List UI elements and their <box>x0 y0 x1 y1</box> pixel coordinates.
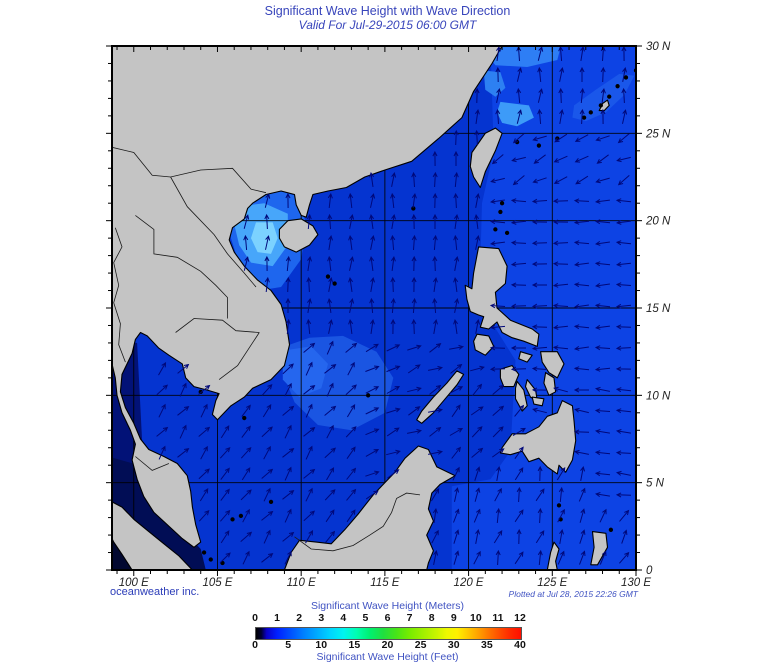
meters-tick-label: 8 <box>428 612 435 624</box>
island-speck <box>536 143 542 148</box>
wave-patch-vietnam-offshore-light <box>282 346 328 398</box>
land-masbate <box>518 351 533 363</box>
wave-height-colorbar <box>255 627 522 640</box>
land-mindanao <box>499 400 577 475</box>
feet-tick-label: 5 <box>285 639 292 651</box>
lon-tick-label: 125 E <box>537 577 567 589</box>
island-speck <box>332 281 337 286</box>
island-speck <box>268 499 274 505</box>
feet-tick-label: 40 <box>514 639 526 651</box>
island-speck <box>581 115 587 120</box>
island-speck <box>325 274 331 279</box>
island-speck <box>201 550 207 555</box>
legend-feet-ticks: 0 5 10 15 20 25 30 35 40 <box>252 639 526 651</box>
meters-tick-label: 11 <box>492 612 504 624</box>
lon-tick-label: 100 E <box>119 577 149 589</box>
axis-ticks <box>106 45 642 576</box>
land-samar <box>540 351 565 379</box>
lat-tick-label: 10 N <box>646 390 671 402</box>
feet-tick-label: 15 <box>348 639 361 651</box>
feet-tick-label: 0 <box>252 639 258 651</box>
land-sumatra <box>112 501 193 570</box>
meters-tick-label: 5 <box>362 612 369 624</box>
lon-axis-labels: 100 E 105 E 110 E 115 E 120 E 125 E 130 E <box>119 577 652 589</box>
land-mainland-asia <box>112 46 503 548</box>
borders-layer <box>112 146 421 552</box>
meters-tick-label: 1 <box>274 612 280 624</box>
legend-title-meters: Significant Wave Height (Meters) <box>310 600 465 612</box>
land-borneo <box>283 445 456 570</box>
island-speck <box>607 94 612 99</box>
wave-patch-ecs-top-light <box>485 46 561 67</box>
lat-tick-label: 0 <box>646 565 653 577</box>
lon-tick-label: 120 E <box>454 577 484 589</box>
lat-axis-labels: 30 N 25 N 20 N 15 N 10 N 5 N 0 <box>645 41 671 577</box>
island-speck <box>208 557 213 562</box>
lat-tick-label: 30 N <box>646 41 671 53</box>
land-sulawesi-tip <box>546 541 560 570</box>
meters-tick-label: 3 <box>318 612 325 624</box>
land-layer <box>112 46 636 570</box>
island-speck <box>365 393 371 398</box>
plotted-timestamp: Plotted at Jul 28, 2015 22:26 GMT <box>508 589 638 599</box>
island-speck <box>615 84 620 89</box>
map-layers <box>112 46 636 570</box>
island-speck <box>493 227 498 232</box>
land-mindoro <box>473 333 495 356</box>
lat-tick-label: 5 N <box>646 478 665 490</box>
island-speck <box>238 513 244 519</box>
lon-tick-label: 110 E <box>287 577 317 589</box>
island-speck <box>623 75 629 80</box>
feet-tick-label: 25 <box>414 639 427 651</box>
land-luzon <box>464 246 540 347</box>
legend-title-feet: Significant Wave Height (Feet) <box>316 651 459 663</box>
oceanweather-credit: oceanweather inc. <box>110 586 200 598</box>
island-speck <box>220 560 225 566</box>
land-taiwan <box>469 127 503 189</box>
meters-tick-label: 0 <box>252 612 258 624</box>
lon-tick-label: 105 E <box>202 577 232 589</box>
meters-tick-label: 12 <box>514 612 526 624</box>
meters-tick-label: 10 <box>469 612 482 624</box>
island-speck <box>230 517 235 522</box>
island-speck <box>608 527 614 532</box>
land-halmahera <box>590 531 609 566</box>
island-speck <box>588 110 593 115</box>
map-frame <box>111 45 637 571</box>
wave-patch-tonkin-core <box>251 222 278 254</box>
feet-tick-label: 10 <box>315 639 328 651</box>
island-speck <box>556 503 562 508</box>
feet-tick-label: 30 <box>447 639 460 651</box>
island-speck <box>498 209 503 215</box>
lon-tick-label: 115 E <box>370 577 400 589</box>
meters-tick-label: 7 <box>406 612 413 624</box>
land-negros <box>514 380 528 412</box>
island-speck <box>504 230 510 236</box>
feet-tick-label: 35 <box>481 639 493 651</box>
lon-tick-label: 130 E <box>621 577 651 589</box>
valid-time-subtitle: Valid For Jul-29-2015 06:00 GMT <box>298 18 477 32</box>
island-speck <box>242 415 247 421</box>
lat-tick-label: 25 N <box>645 128 671 140</box>
meters-tick-label: 2 <box>296 612 303 624</box>
land-bohol <box>531 396 545 407</box>
island-speck <box>499 201 505 206</box>
lat-tick-label: 15 N <box>646 303 671 315</box>
island-speck <box>598 103 603 108</box>
meters-tick-label: 4 <box>340 612 347 624</box>
wave-direction-arrows <box>156 46 632 566</box>
feet-tick-label: 20 <box>381 639 394 651</box>
page-title: Significant Wave Height with Wave Direct… <box>264 4 511 18</box>
wave-patch-taiwan-ne-patch <box>497 101 534 127</box>
meters-tick-label: 6 <box>384 612 391 624</box>
land-palawan <box>416 370 465 424</box>
lat-tick-label: 20 N <box>645 216 671 228</box>
meters-tick-label: 9 <box>450 612 457 624</box>
legend-meters-ticks: 0 1 2 3 4 5 6 7 8 9 10 11 12 <box>252 612 526 624</box>
